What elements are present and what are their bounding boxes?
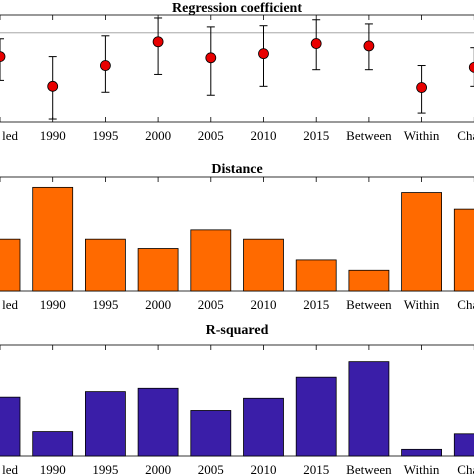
x-tick-label: 2000 bbox=[145, 128, 171, 143]
bar-2015 bbox=[295, 376, 337, 457]
panel-title: Regression coefficient bbox=[172, 1, 302, 16]
x-tick-label: Within bbox=[404, 128, 440, 143]
point-pooled bbox=[0, 51, 6, 63]
bar-between bbox=[348, 361, 390, 457]
bar-2000 bbox=[137, 387, 179, 457]
bar-1990 bbox=[32, 186, 74, 292]
x-tick-label: 1990 bbox=[40, 462, 66, 474]
x-tick-label: 2000 bbox=[145, 297, 171, 312]
point-between bbox=[363, 40, 375, 52]
bar-2005 bbox=[190, 229, 232, 292]
x-tick-label: led bbox=[2, 128, 18, 143]
x-tick-label: 1995 bbox=[92, 462, 118, 474]
point-2015 bbox=[310, 38, 322, 49]
x-tick-label: 2010 bbox=[251, 462, 277, 474]
x-tick-label: 2010 bbox=[251, 297, 277, 312]
axes-box bbox=[0, 176, 474, 292]
bar-1995 bbox=[85, 391, 126, 457]
x-tick-label: 2000 bbox=[145, 462, 171, 474]
x-tick-label: 1990 bbox=[40, 128, 66, 143]
point-within bbox=[416, 82, 428, 93]
point-1995 bbox=[100, 60, 111, 71]
bar-within bbox=[401, 448, 443, 457]
x-tick-label: 1995 bbox=[92, 297, 118, 312]
bar-2010 bbox=[243, 238, 284, 292]
axes-box bbox=[0, 14, 474, 123]
x-tick-label: Within bbox=[404, 462, 440, 474]
axes-box bbox=[0, 344, 474, 457]
bar-2015 bbox=[295, 259, 337, 292]
x-tick-label: 1990 bbox=[40, 297, 66, 312]
point-2000 bbox=[152, 36, 164, 48]
bar-1990 bbox=[32, 431, 74, 457]
bar-pooled bbox=[0, 396, 21, 457]
chart-panel-2: Distance led 1990 1995 2000 2005 2010 2015 Betwe… bbox=[0, 162, 474, 312]
x-tick-label: Within bbox=[404, 297, 440, 312]
chart-panel-3: R-squared led 1990 1995 2000 2005 2010 2015 Betw… bbox=[0, 323, 474, 474]
bar-within bbox=[401, 192, 443, 292]
bar-change bbox=[453, 433, 474, 457]
point-change bbox=[468, 61, 474, 73]
bar-1995 bbox=[85, 238, 126, 292]
point-1990 bbox=[47, 80, 59, 92]
x-tick-label: 2005 bbox=[198, 462, 224, 474]
bar-2000 bbox=[137, 248, 179, 292]
x-tick-label: Cha bbox=[457, 128, 474, 143]
x-tick-label: Cha bbox=[457, 297, 474, 312]
bar-pooled bbox=[0, 238, 21, 292]
point-2010 bbox=[258, 48, 269, 60]
x-tick-label: 2005 bbox=[198, 297, 224, 312]
point-2005 bbox=[205, 52, 217, 64]
panel-title: R-squared bbox=[206, 323, 269, 338]
panel-title: Distance bbox=[211, 162, 262, 177]
x-tick-label: Between bbox=[346, 297, 392, 312]
x-tick-label: 2005 bbox=[198, 128, 224, 143]
bar-between bbox=[348, 269, 390, 292]
x-tick-label: 2010 bbox=[251, 128, 277, 143]
x-tick-label: led bbox=[2, 462, 18, 474]
x-tick-label: 2015 bbox=[303, 128, 329, 143]
x-tick-label: Between bbox=[346, 462, 392, 474]
x-tick-label: led bbox=[2, 297, 18, 312]
x-tick-label: Cha bbox=[457, 462, 474, 474]
bar-2010 bbox=[243, 397, 284, 457]
bar-2005 bbox=[190, 410, 232, 457]
x-tick-label: 2015 bbox=[303, 462, 329, 474]
x-tick-label: Between bbox=[346, 128, 392, 143]
x-tick-label: 2015 bbox=[303, 297, 329, 312]
chart-panel-1: Regression coefficient led 1990 1995 2000 200… bbox=[0, 1, 474, 143]
bar-change bbox=[453, 208, 474, 292]
x-tick-label: 1995 bbox=[92, 128, 118, 143]
